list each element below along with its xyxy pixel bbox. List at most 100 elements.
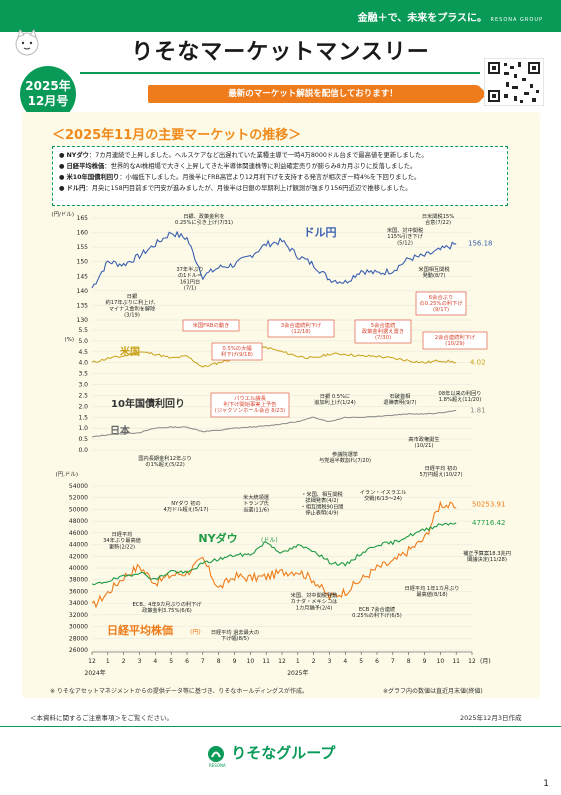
yield-annotation: 日銀 0.5%に追加利上げ(1/24): [314, 392, 356, 406]
x-tick-label: 10: [437, 658, 445, 665]
x-tick-label: 2: [312, 658, 316, 665]
x-tick-label: 2: [122, 658, 126, 665]
x-tick-label: 3: [138, 658, 142, 665]
x-tick-label: 7: [201, 658, 205, 665]
summary-item: ● NYダウ：7カ月連続で上昇しました。ヘルスケアなど出遅れていた業種主導で一時…: [59, 152, 428, 159]
source-note: ※ りそなアセットマネジメントからの提供データ等に基づき、りそなホールディングス…: [50, 688, 308, 695]
slogan-text: 金融＋で、未来をプラスに。: [357, 13, 488, 24]
usdjpy-tick-label: 160: [77, 230, 89, 237]
stock-annotation: イラン・イスラエル交戦(6/13〜24): [360, 489, 407, 502]
stock-annotation: ECB、4年9カ月ぶりの利下げ政策金利3.75%(6/6): [133, 600, 203, 614]
usdjpy-annotation: 37年半ぶりの1ドル＝ 161円台(7/1): [176, 265, 203, 292]
summary-label: 米10年国債利回り: [66, 174, 120, 181]
stock-annotation: ECB 7会合連続 0.25%の利下げ(6/5): [352, 605, 402, 619]
fed-event-label: 米国FRBの動き: [193, 321, 230, 329]
top-bar: [0, 0, 561, 32]
yield-title: 10年国債利回り: [111, 397, 185, 410]
yield-annotation: 国内長期金利12年ぶりの1%超え(5/22): [138, 454, 191, 468]
fed-event-box: [210, 392, 290, 418]
usdjpy-tick-label: 165: [77, 215, 89, 222]
fed-event-label: パウエル議長利下げ開始事実上予告(ジャクソンホール会合 8/23): [215, 394, 285, 414]
yield-jp-end-value: 1.81: [470, 407, 486, 415]
summary-label: ドル円: [66, 185, 86, 192]
fed-event-box: [422, 331, 488, 350]
qr-code-icon[interactable]: [484, 58, 544, 106]
stock-tick-label: 50000: [69, 506, 88, 513]
usdjpy-annotation: 日米関税15%合意(7/22): [422, 212, 454, 226]
yield-tick-label: 3.0: [78, 382, 88, 389]
x-tick-label: 11: [262, 658, 270, 665]
yield-annotation: 高市政権誕生(10/21): [408, 435, 439, 449]
usdjpy-annotation: 日銀約17年ぶりに利上げ、マイナス金利を解除(3/19): [106, 292, 159, 319]
fed-event-box: [354, 319, 412, 344]
x-tick-label: 5: [359, 658, 363, 665]
summary-text: ：世界的なAI株相場で大きく上昇してきた半導体関連株等に利益確定売りが膨らみ8カ…: [104, 163, 417, 170]
section-title: ＜2025年11月の主要マーケットの推移＞: [52, 128, 302, 143]
yield-tick-label: 5.0: [78, 338, 88, 345]
summary-text: ：月央に158円目前まで円安が進みましたが、月後半は日銀の早期利上げ観測が強まり…: [85, 185, 412, 192]
summary-item: ● ドル円：月央に158円目前まで円安が進みましたが、月後半は日銀の早期利上げ観…: [59, 185, 412, 192]
stock-tick-label: 32000: [69, 612, 88, 619]
stock-annotation: 日経平均 初の 5万円超え(10/27): [419, 464, 462, 478]
stock-annotation: 日経平均 1年1カ月ぶり最高値(8/18): [405, 584, 460, 598]
issue-month: 12月号: [27, 94, 69, 108]
summary-text: ：7カ月連続で上昇しました。ヘルスケアなど出遅れていた業種主導で一時4万8000…: [88, 152, 428, 159]
fed-event-box: [211, 342, 263, 361]
usdjpy-end-value: 156.18: [468, 240, 493, 248]
stock-tick-label: 28000: [69, 635, 88, 642]
yield-tick-label: 5.5: [78, 327, 88, 334]
yield-tick-label: 2.5: [78, 392, 88, 399]
logo-subtext: RESONA: [209, 763, 226, 768]
usdjpy-annotation: 米国相互関税発動(8/7): [418, 265, 450, 279]
stock-ylabel: (円,ドル): [55, 471, 78, 478]
yield-tick-label: 0.5: [78, 436, 88, 443]
fed-event-label: 5会合連続政策金利据え置き(7/30): [362, 321, 404, 341]
stock-tick-label: 42000: [69, 553, 88, 560]
stock-annotation: 米大統領選トランプ氏当選(11/6): [243, 493, 269, 513]
stock-annotation: 日経平均 34年ぶり最高値更新(2/22): [103, 530, 141, 550]
stock-tick-label: 26000: [69, 647, 88, 654]
caution-link[interactable]: ＜本資料に関するご注意事項＞をご覧ください。: [30, 714, 173, 722]
x-tick-label: 9: [233, 658, 237, 665]
stock-annotation: 補正予算案18.3兆円閣議決定(11/28): [463, 549, 511, 563]
issue-year: 2025年: [25, 79, 71, 93]
yield-jp-label: 日本: [110, 424, 131, 437]
x-tick-label: 12: [278, 658, 286, 665]
summary-item: ● 日経平均株価：世界的なAI株相場で大きく上昇してきた半導体関連株等に利益確定…: [59, 163, 417, 170]
dow-end-value: 47716.42: [472, 519, 505, 527]
usdjpy-tick-label: 150: [77, 259, 89, 266]
mascot-icon: [15, 28, 39, 56]
yield-tick-label: 2.0: [78, 403, 88, 410]
x-tick-label: 11: [452, 658, 460, 665]
resona-logo: りそなグループ: [206, 742, 335, 763]
fed-event-box: [182, 319, 240, 332]
yield-tick-label: 4.0: [78, 360, 88, 367]
x-year-label: 2025年: [287, 669, 308, 677]
fed-event-label: 3会合連続利下げ(12/18): [281, 321, 322, 335]
x-tick-label: 7: [391, 658, 395, 665]
usdjpy-annotation: 日銀、政策金利を 0.25%に引き上げ(7/31): [175, 212, 233, 226]
slogan: 金融＋で、未来をプラスに。 RESONA GROUP: [358, 9, 543, 24]
page-title: りそなマーケットマンスリー: [131, 40, 430, 65]
promo-banner[interactable]: 最新のマーケット解説を配信しております！: [148, 85, 487, 103]
usdjpy-tick-label: 145: [77, 273, 89, 280]
fed-event-label: 2会合連続利下げ(10/29): [435, 333, 476, 347]
x-tick-label: 6: [185, 658, 189, 665]
stock-tick-label: 30000: [69, 624, 88, 631]
x-tick-label: 1: [106, 658, 110, 665]
yield-tick-label: 3.5: [78, 371, 88, 378]
resona-logo-icon: [208, 745, 224, 762]
x-tick-label: 8: [217, 658, 221, 665]
usdjpy-annotation: 米国、対中関税 115%引き下げ(5/12): [387, 226, 424, 246]
nikkei-label: 日経平均株価: [107, 623, 173, 637]
usdjpy-tick-label: 155: [77, 244, 89, 251]
summary-label: 日経平均株価: [66, 163, 105, 170]
usdjpy-ylabel: (円/ドル): [51, 211, 74, 218]
stock-tick-label: 52000: [69, 495, 88, 502]
values-note: ※グラフ内の数値は直近月末値(終値): [383, 688, 483, 695]
x-tick-label: 12: [88, 658, 96, 665]
summary-label: NYダウ: [66, 152, 89, 159]
stock-tick-label: 46000: [69, 530, 88, 537]
stock-tick-label: 38000: [69, 577, 88, 584]
yield-annotation: 参議院選挙与党過半数割れ(7/20): [319, 450, 371, 464]
